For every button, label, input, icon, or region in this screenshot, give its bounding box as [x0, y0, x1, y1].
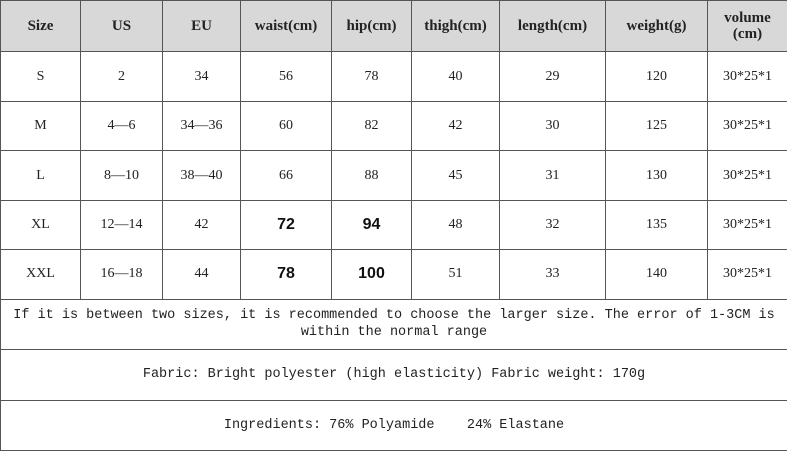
- cell: 48: [411, 199, 500, 251]
- header-cell: weight(g): [605, 0, 708, 53]
- header-cell: US: [80, 0, 163, 53]
- note-cell: If it is between two sizes, it is recomm…: [0, 298, 787, 351]
- header-row: Size US EU waist(cm) hip(cm) thigh(cm) length(…: [0, 0, 787, 53]
- data-row: XXL 16—18 44 78 100 51 33 140 30*25*1: [0, 249, 787, 300]
- cell: 78: [331, 51, 412, 102]
- cell: 100: [331, 249, 412, 300]
- header-cell: EU: [162, 0, 241, 53]
- data-row: L 8—10 38—40 66 88 45 31 130 30*25*1: [0, 150, 787, 201]
- cell: 30*25*1: [707, 150, 787, 201]
- cell: 2: [80, 51, 163, 102]
- cell: 31: [499, 150, 606, 201]
- cell: 130: [605, 150, 708, 201]
- data-row: XL 12—14 42 72 94 48 32 135 30*25*1: [0, 199, 787, 251]
- data-row: S 2 34 56 78 40 29 120 30*25*1: [0, 51, 787, 102]
- header-cell: hip(cm): [331, 0, 412, 53]
- cell: XL: [0, 199, 81, 251]
- cell: 125: [605, 100, 708, 152]
- cell: 42: [162, 199, 241, 251]
- note-cell: Fabric: Bright polyester (high elasticit…: [0, 349, 787, 401]
- cell: 30*25*1: [707, 51, 787, 102]
- cell: 51: [411, 249, 500, 300]
- cell: 34: [162, 51, 241, 102]
- data-row: M 4—6 34—36 60 82 42 30 125 30*25*1: [0, 100, 787, 152]
- cell: 140: [605, 249, 708, 300]
- cell: 60: [240, 100, 332, 152]
- cell: 38—40: [162, 150, 241, 201]
- cell: 30*25*1: [707, 100, 787, 152]
- cell: 30*25*1: [707, 199, 787, 251]
- header-cell: thigh(cm): [411, 0, 500, 53]
- cell: 42: [411, 100, 500, 152]
- cell: S: [0, 51, 81, 102]
- note-cell: Ingredients: 76% Polyamide 24% Elastane: [0, 399, 787, 451]
- cell: 135: [605, 199, 708, 251]
- cell: 45: [411, 150, 500, 201]
- cell: 12—14: [80, 199, 163, 251]
- note-row: Ingredients: 76% Polyamide 24% Elastane: [0, 399, 787, 451]
- cell: 4—6: [80, 100, 163, 152]
- cell: 16—18: [80, 249, 163, 300]
- cell: 33: [499, 249, 606, 300]
- note-row: Fabric: Bright polyester (high elasticit…: [0, 349, 787, 401]
- cell: M: [0, 100, 81, 152]
- cell: 32: [499, 199, 606, 251]
- cell: 29: [499, 51, 606, 102]
- cell: 8—10: [80, 150, 163, 201]
- cell: 94: [331, 199, 412, 251]
- cell: 30: [499, 100, 606, 152]
- cell: 82: [331, 100, 412, 152]
- header-cell: length(cm): [499, 0, 606, 53]
- header-cell: Size: [0, 0, 81, 53]
- header-cell: waist(cm): [240, 0, 332, 53]
- cell: 120: [605, 51, 708, 102]
- cell: 78: [240, 249, 332, 300]
- cell: XXL: [0, 249, 81, 300]
- cell: 44: [162, 249, 241, 300]
- cell: 34—36: [162, 100, 241, 152]
- header-cell: volume (cm): [707, 0, 787, 53]
- cell: 30*25*1: [707, 249, 787, 300]
- cell: 40: [411, 51, 500, 102]
- cell: 72: [240, 199, 332, 251]
- cell: 88: [331, 150, 412, 201]
- note-row: If it is between two sizes, it is recomm…: [0, 298, 787, 351]
- cell: 56: [240, 51, 332, 102]
- cell: L: [0, 150, 81, 201]
- cell: 66: [240, 150, 332, 201]
